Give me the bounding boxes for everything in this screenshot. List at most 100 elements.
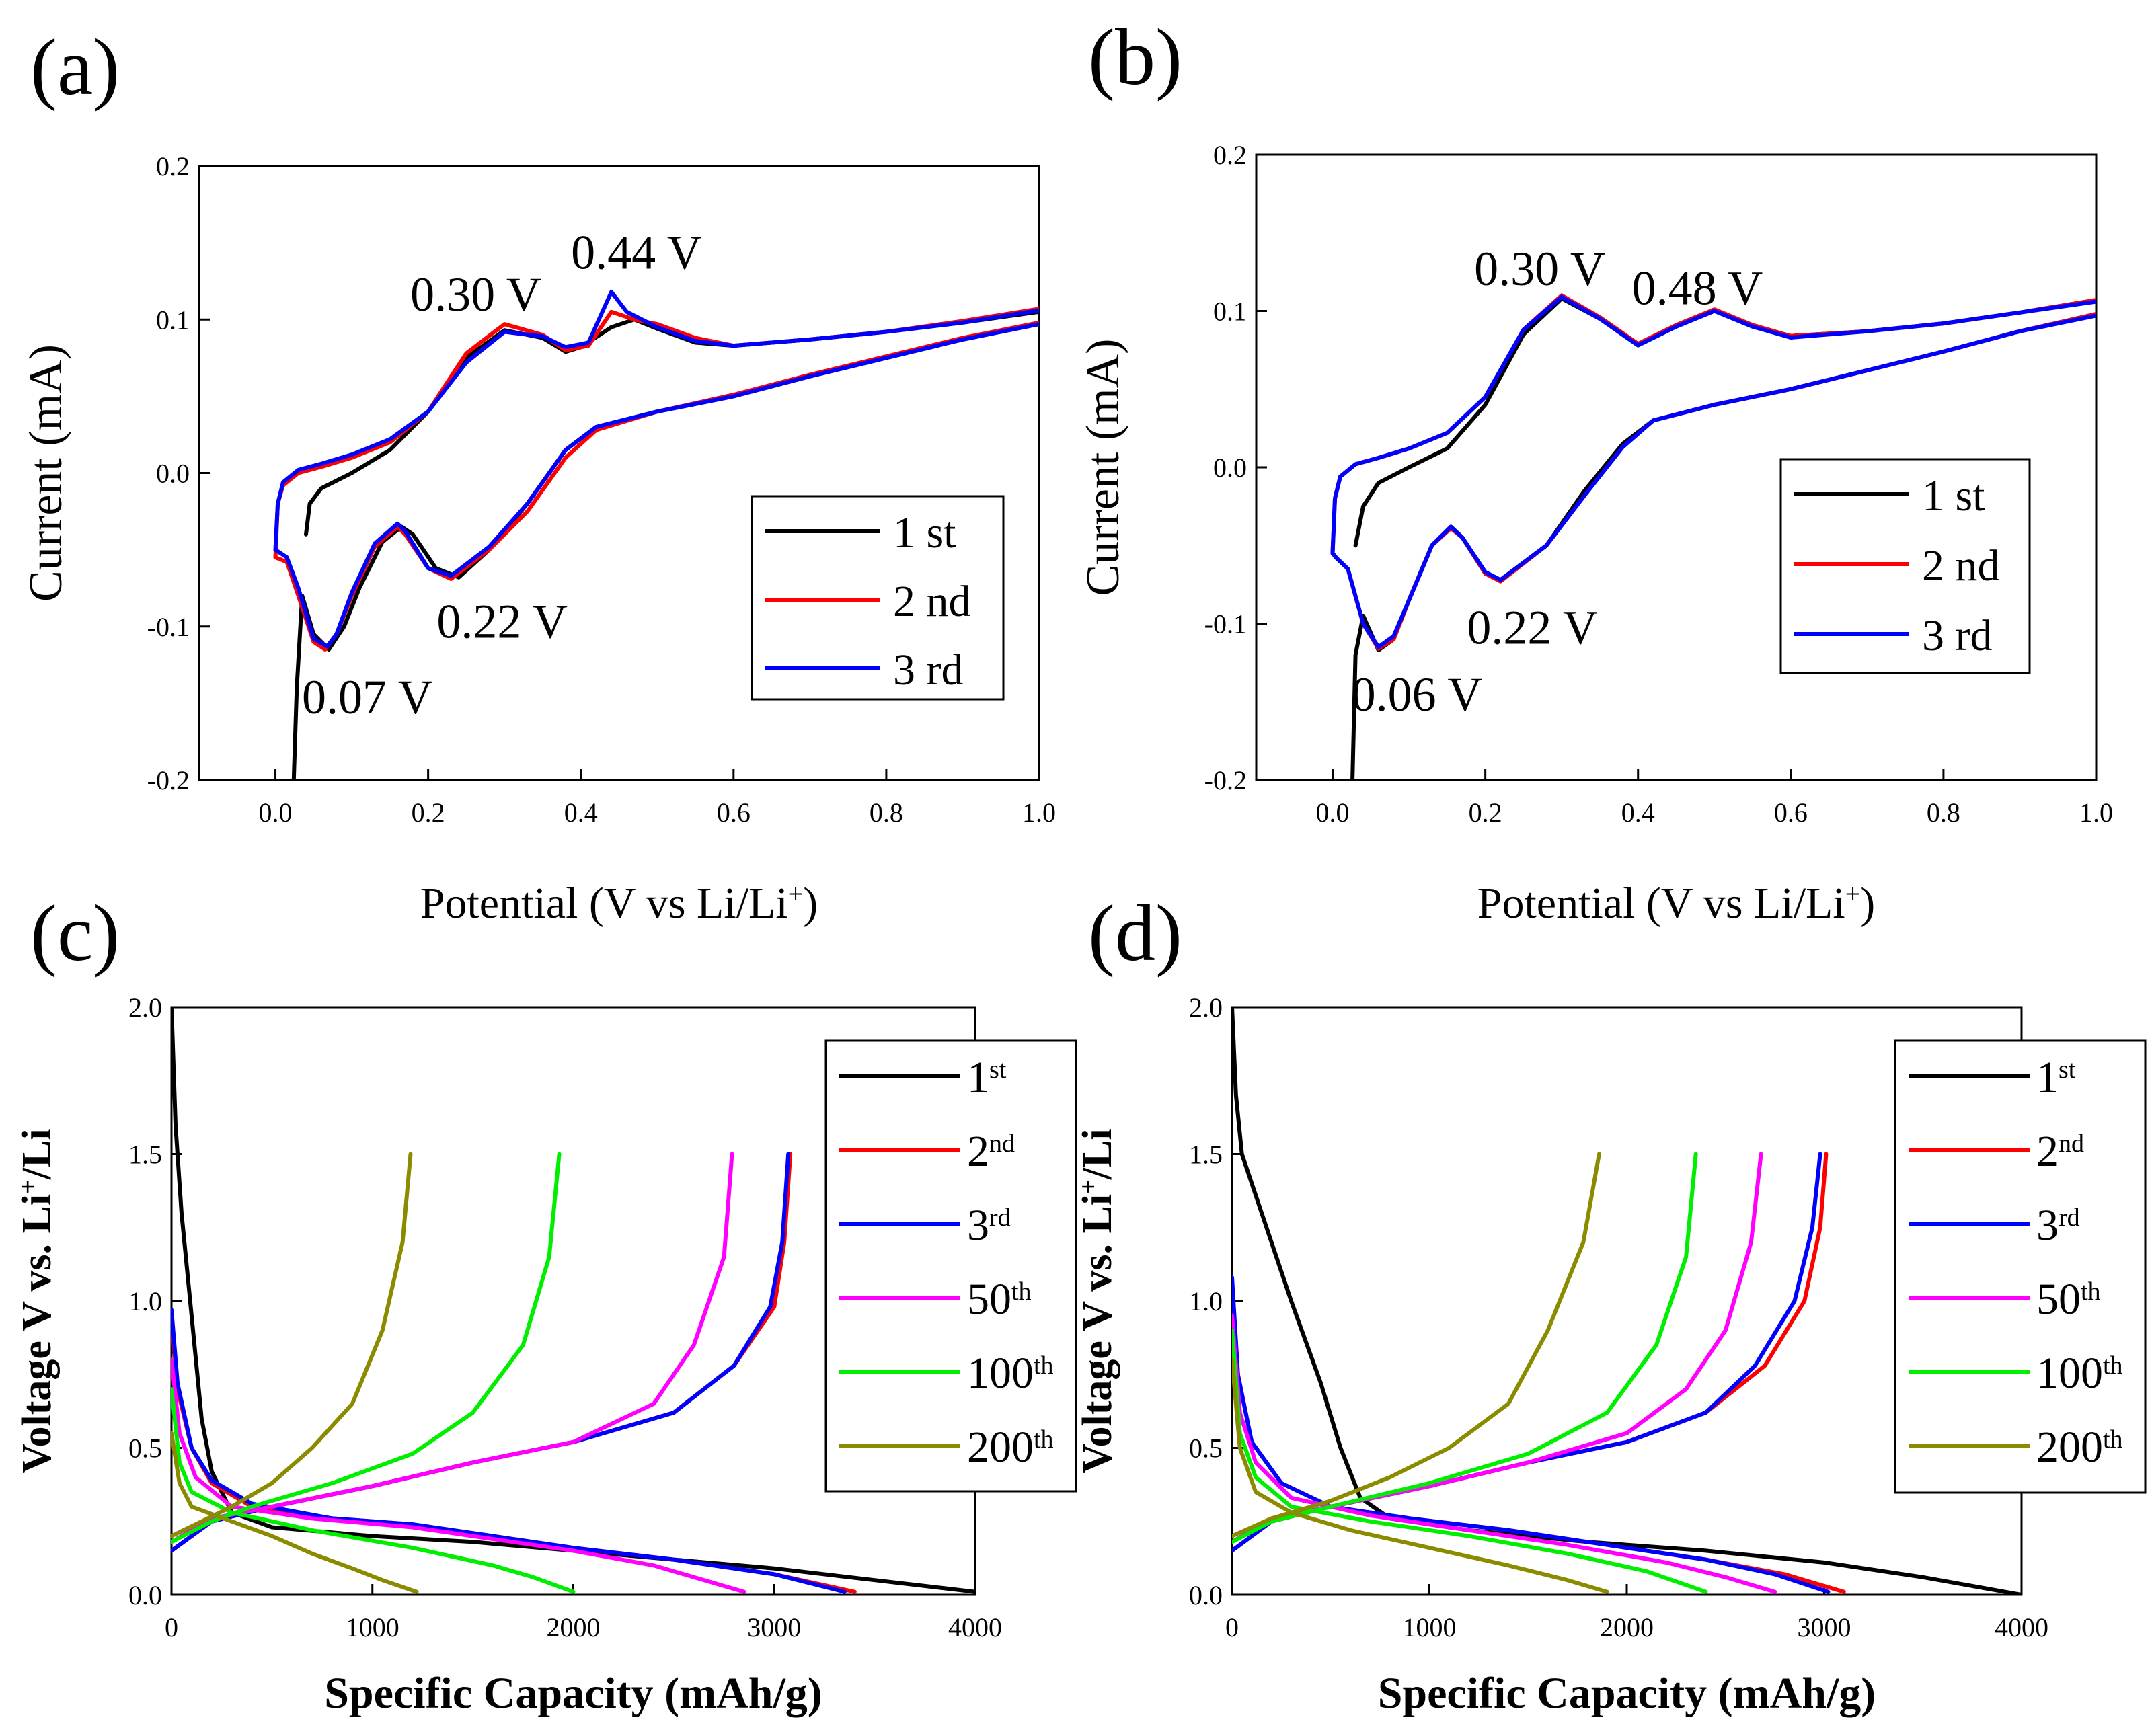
series-3rd-anodic-line: [273, 290, 1039, 552]
y-tick-label: 1.0: [1189, 1286, 1223, 1316]
y-tick-label: 1.5: [1189, 1140, 1223, 1170]
legend-label: 3rd: [967, 1201, 1011, 1250]
series-3rd-discharge-line: [1232, 1275, 1831, 1594]
legend-label: 50th: [967, 1275, 1032, 1324]
series-50th-charge-line: [171, 1152, 734, 1544]
legend-label-sup: nd: [989, 1130, 1015, 1158]
series-3rd-discharge-line: [171, 1308, 847, 1594]
panel-tag: (d): [1088, 888, 1182, 978]
series-1st-discharge-line: [171, 1007, 975, 1594]
x-tick-label: 0.8: [870, 797, 903, 828]
legend-label: 1st: [967, 1053, 1007, 1102]
legend-label-sup: th: [1011, 1277, 1032, 1306]
x-tick-label: 0.0: [259, 797, 293, 828]
legend-label: 2 nd: [1922, 541, 2000, 590]
panel-0: (a) 0.0 0.2 0.4 0.6 0.8 1.0 -0.2 -0.1 0.0 0.1 0.2 Po…: [20, 22, 1056, 928]
legend-label-sup: th: [1034, 1351, 1054, 1380]
legend-label-base: 50: [2036, 1275, 2081, 1324]
x-axis-label-sup: +: [1845, 879, 1861, 909]
peak-annotation: 0.22 V: [1467, 600, 1598, 654]
panel-tag: (a): [30, 22, 120, 112]
x-axis-label-tail: ): [803, 879, 818, 928]
series-3rd-cathodic-line: [273, 322, 1039, 649]
x-tick-label: 0.4: [1621, 797, 1655, 828]
y-tick-label: 0.5: [128, 1433, 162, 1464]
y-tick-label: -0.2: [1204, 765, 1247, 795]
x-tick-label: 0: [165, 1612, 178, 1643]
y-axis-label-main: Voltage V vs. Li: [1075, 1194, 1120, 1474]
peak-annotation: 0.22 V: [436, 595, 568, 649]
panel-tag: (b): [1088, 12, 1182, 102]
x-tick-label: 1.0: [2079, 797, 2113, 828]
peak-annotation: 0.30 V: [1474, 242, 1605, 296]
x-axis-label-tail: ): [1860, 879, 1875, 928]
series-200th-discharge-line: [1232, 1357, 1609, 1594]
x-tick-label: 1.0: [1022, 797, 1056, 828]
legend-label: 50th: [2036, 1275, 2101, 1324]
y-tick-label: 2.0: [128, 992, 162, 1023]
legend-label-sup: th: [1034, 1425, 1054, 1454]
series-50th-discharge-line: [171, 1357, 746, 1594]
panel-3: (d) 0 1000 2000 3000 4000 0.0 0.5 1.0 1.5 2.0 Speci…: [1075, 888, 2147, 1718]
series-3rd-anodic-line: [1330, 294, 2096, 555]
legend-label-base: 100: [967, 1349, 1034, 1398]
legend-label: 2nd: [967, 1127, 1015, 1176]
legend-label-base: 3: [2036, 1201, 2059, 1250]
series-group: [1330, 293, 2096, 780]
x-tick-label: 0.6: [1774, 797, 1808, 828]
series-200th-discharge-line: [171, 1431, 419, 1594]
legend-label: 100th: [2036, 1349, 2123, 1398]
series-100th-discharge-line: [171, 1387, 576, 1594]
legend-label: 3 rd: [893, 645, 963, 695]
peak-annotation: 0.07 V: [302, 670, 433, 724]
x-axis-label-main: Potential (V vs Li/Li: [1477, 879, 1845, 928]
legend-label-base: 100: [2036, 1349, 2103, 1398]
y-tick-label: 0.1: [1213, 297, 1247, 327]
x-tick-label: 3000: [1798, 1612, 1851, 1643]
legend-label-sup: rd: [989, 1204, 1011, 1232]
legend-label: 3 rd: [1922, 611, 1992, 660]
x-axis-label: Specific Capacity (mAh/g): [1378, 1669, 1876, 1718]
y-tick-label: 0.2: [156, 151, 190, 182]
legend-box: [1894, 1039, 2147, 1494]
x-axis-label: Potential (V vs Li/Li+): [420, 879, 818, 929]
y-axis-label-main: Voltage V vs. Li: [14, 1194, 60, 1474]
legend-label-sup: th: [2081, 1277, 2101, 1306]
legend-label: 100th: [967, 1349, 1054, 1398]
y-tick-label: 0.1: [156, 305, 190, 335]
legend-label-sup: st: [989, 1056, 1007, 1084]
y-tick-label: 0.5: [1189, 1433, 1223, 1464]
y-tick-label: -0.1: [147, 612, 190, 642]
series-100th-charge-line: [171, 1152, 562, 1544]
y-tick-label: 0.0: [1189, 1580, 1223, 1610]
y-tick-label: 0.0: [128, 1580, 162, 1610]
legend-label: 1 st: [893, 508, 956, 557]
x-tick-label: 2000: [1600, 1612, 1654, 1643]
legend-label: 200th: [967, 1423, 1054, 1472]
peak-annotation: 0.44 V: [571, 226, 702, 280]
legend-label-base: 2: [2036, 1127, 2059, 1176]
y-axis-label: Current (mA): [1077, 339, 1129, 596]
y-axis-label-tail: /Li: [14, 1128, 60, 1180]
legend-box: [824, 1039, 1077, 1493]
series-100th-charge-line: [1232, 1152, 1698, 1544]
legend-label: 1 st: [1922, 471, 1985, 520]
y-tick-label: -0.2: [147, 765, 190, 795]
legend-label-base: 200: [967, 1423, 1034, 1472]
y-tick-label: -0.1: [1204, 609, 1247, 639]
y-axis-label-sup: +: [1075, 1179, 1103, 1194]
legend-label-base: 50: [967, 1275, 1011, 1324]
x-tick-label: 4000: [1995, 1612, 2048, 1643]
x-axis-label: Potential (V vs Li/Li+): [1477, 879, 1875, 929]
series-100th-discharge-line: [1232, 1328, 1708, 1594]
y-axis-label-tail: /Li: [1075, 1128, 1120, 1180]
panel-1: (b) 0.0 0.2 0.4 0.6 0.8 1.0 -0.2 -0.1 0.0 0.1 0.2 Po…: [1077, 12, 2113, 928]
series-3rd-cathodic-line: [1330, 313, 2096, 649]
x-tick-label: 4000: [948, 1612, 1002, 1643]
legend-label-sup: nd: [2059, 1130, 2084, 1158]
y-axis-label: Voltage V vs. Li+/Li: [14, 1128, 60, 1473]
legend-label-sup: th: [2103, 1425, 2123, 1454]
peak-annotation: 0.48 V: [1632, 262, 1763, 315]
x-axis-label: Specific Capacity (mAh/g): [324, 1669, 822, 1718]
